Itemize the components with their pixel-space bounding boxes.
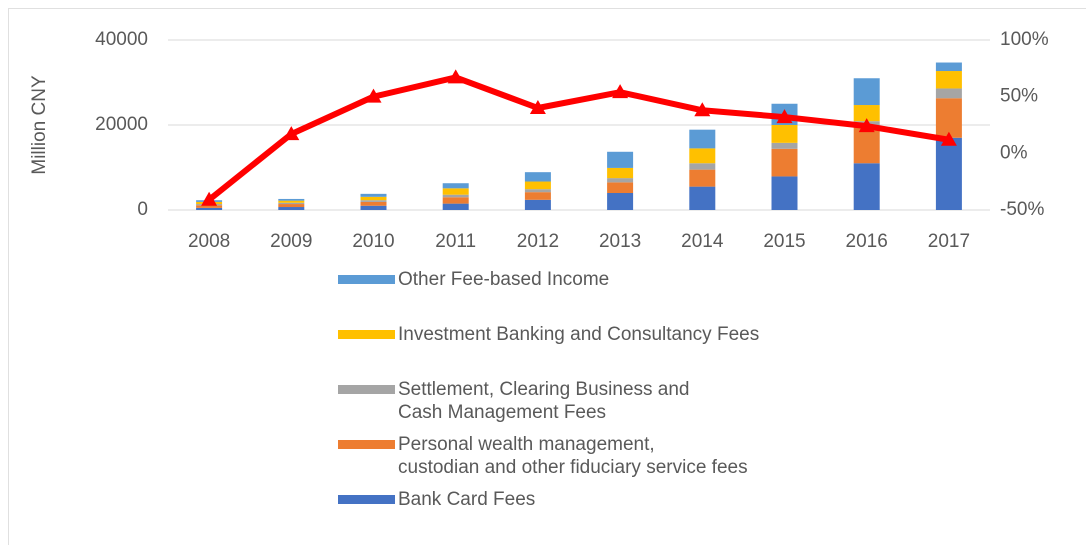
- legend-label: Bank Card Fees: [398, 489, 536, 510]
- bar-segment: [853, 126, 880, 164]
- bar-segment: [360, 205, 387, 210]
- bar-segment: [689, 169, 716, 187]
- legend-swatch: [338, 330, 395, 339]
- marker: [612, 84, 629, 99]
- bar-segment: [689, 163, 716, 170]
- bar-segment: [853, 163, 880, 210]
- bar-segment: [442, 197, 469, 204]
- bar-segment: [607, 182, 634, 193]
- bar-segment: [360, 200, 387, 202]
- marker: [529, 100, 546, 114]
- legend-label: Personal wealth management, custodian an…: [398, 434, 748, 478]
- x-tick-label: 2009: [270, 231, 312, 252]
- x-tick-label: 2010: [352, 231, 394, 252]
- x-tick-label: 2017: [928, 231, 970, 252]
- bar-segment: [442, 188, 469, 195]
- bar-segment: [360, 196, 387, 201]
- bar-segment: [771, 125, 798, 143]
- bar-segment: [607, 167, 634, 179]
- bar-segment: [278, 200, 305, 203]
- bar-segment: [278, 204, 305, 208]
- bar-segment: [278, 198, 305, 201]
- marker: [201, 191, 218, 206]
- bar-segment: [524, 172, 551, 182]
- y2-tick-label: -50%: [1000, 199, 1044, 220]
- bar-segment: [524, 189, 551, 193]
- x-tick-label: 2013: [599, 231, 641, 252]
- bar-segment: [278, 207, 305, 210]
- y-tick-label: 0: [137, 199, 148, 220]
- bar-segment: [771, 148, 798, 177]
- x-tick-label: 2011: [435, 231, 476, 252]
- bar-segment: [771, 142, 798, 149]
- bar-segment: [607, 151, 634, 168]
- y-axis-title: Million CNY: [29, 75, 50, 175]
- x-tick-label: 2012: [517, 231, 559, 252]
- marker: [694, 102, 711, 117]
- bar-segment: [853, 105, 880, 122]
- bar-segment: [524, 199, 551, 210]
- legend-item: Bank Card Fees: [338, 488, 535, 511]
- bar-segment: [442, 203, 469, 210]
- marker: [776, 109, 793, 124]
- y2-tick-label: 100%: [1000, 29, 1049, 50]
- bar-segment: [442, 183, 469, 189]
- bar-segment: [935, 88, 962, 99]
- bar-segment: [935, 98, 962, 138]
- y2-tick-label: 0%: [1000, 142, 1028, 163]
- bar-segment: [935, 71, 962, 89]
- bar-segment: [442, 194, 469, 198]
- bar-segment: [524, 192, 551, 200]
- marker: [858, 118, 875, 133]
- legend-item: Other Fee-based Income: [338, 268, 609, 291]
- marker: [940, 131, 957, 146]
- legend-label: Investment Banking and Consultancy Fees: [398, 324, 760, 345]
- bar-segment: [196, 207, 223, 210]
- y2-tick-label: 50%: [1000, 86, 1038, 107]
- marker: [365, 88, 382, 103]
- legend-item: Settlement, Clearing Business and Cash M…: [338, 378, 690, 424]
- bar-segment: [607, 193, 634, 210]
- x-tick-label: 2008: [188, 231, 230, 252]
- legend-swatch: [338, 495, 395, 504]
- y-tick-label: 20000: [95, 114, 148, 135]
- marker: [447, 69, 464, 84]
- bar-segment: [689, 186, 716, 210]
- bar-segment: [196, 205, 223, 208]
- line: [207, 74, 950, 203]
- legend-label: Other Fee-based Income: [398, 269, 610, 290]
- x-tick-label: 2016: [846, 231, 888, 252]
- bar-segment: [607, 178, 634, 183]
- legend-item: Personal wealth management, custodian an…: [338, 433, 748, 479]
- x-tick-label: 2014: [681, 231, 724, 252]
- legend-swatch: [338, 275, 395, 284]
- legend-swatch: [338, 385, 395, 394]
- bar-segment: [278, 202, 305, 205]
- bar-segment: [935, 137, 962, 210]
- bar-segment: [853, 78, 880, 106]
- bar-segment: [360, 193, 387, 197]
- chart-border: [8, 8, 1086, 545]
- marker: [283, 126, 300, 141]
- y-tick-label: 40000: [95, 29, 148, 50]
- bar-segment: [360, 201, 387, 206]
- bar-segment: [689, 148, 716, 164]
- legend-item: Investment Banking and Consultancy Fees: [338, 323, 759, 346]
- x-tick-label: 2015: [763, 231, 805, 252]
- bar-segment: [524, 181, 551, 190]
- bar-segment: [935, 62, 962, 72]
- legend-swatch: [338, 440, 395, 449]
- bar-segment: [771, 176, 798, 210]
- legend-label: Settlement, Clearing Business and Cash M…: [398, 379, 690, 423]
- bar-segment: [689, 129, 716, 149]
